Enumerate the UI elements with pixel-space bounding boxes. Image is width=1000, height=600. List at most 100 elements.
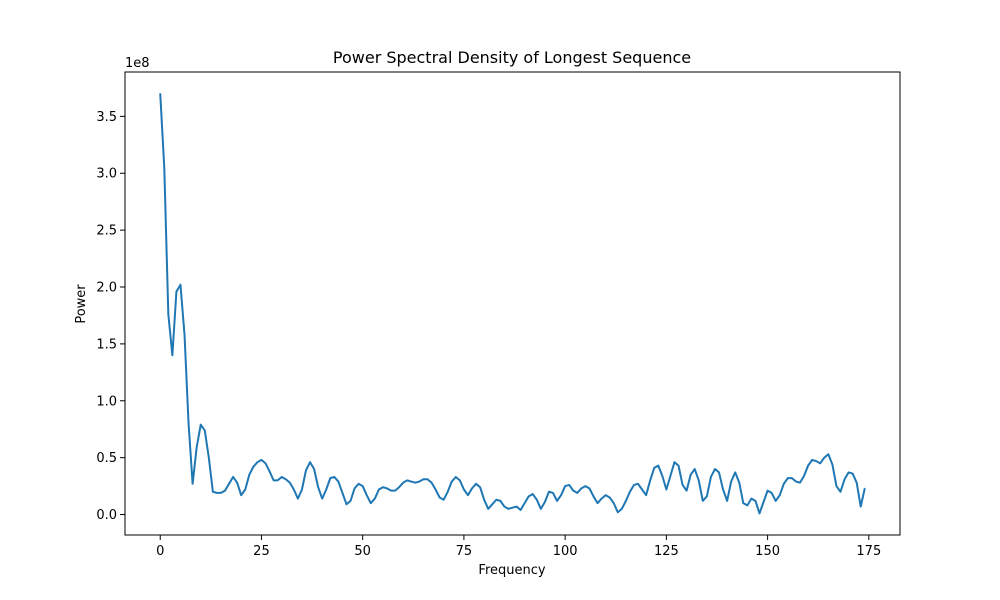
- x-tick-label: 75: [456, 544, 473, 559]
- x-axis-label: Frequency: [478, 563, 545, 578]
- y-tick-label: 0.5: [96, 451, 117, 466]
- data-point: [252, 466, 254, 468]
- data-point: [592, 495, 595, 497]
- data-point: [196, 446, 198, 449]
- data-point: [220, 492, 222, 494]
- data-point: [669, 475, 672, 477]
- data-point: [451, 480, 453, 483]
- data-point: [370, 502, 372, 504]
- data-point: [321, 498, 323, 500]
- plot-area: [125, 72, 900, 535]
- data-point: [795, 480, 797, 483]
- data-point: [771, 492, 773, 494]
- data-point: [815, 460, 817, 462]
- data-point: [378, 488, 380, 491]
- data-point: [625, 500, 627, 502]
- data-point: [641, 488, 643, 491]
- data-point: [520, 509, 522, 511]
- data-point: [499, 500, 501, 502]
- y-tick-label: 1.5: [96, 337, 117, 352]
- data-point: [681, 484, 684, 486]
- data-point: [718, 471, 720, 474]
- y-tick-label: 2.5: [96, 224, 117, 239]
- data-point: [629, 491, 631, 493]
- data-point: [487, 508, 489, 510]
- data-point: [726, 500, 728, 502]
- data-point: [706, 495, 708, 497]
- data-point: [528, 495, 530, 497]
- data-point: [402, 482, 404, 484]
- data-point: [192, 483, 194, 485]
- data-point: [621, 508, 623, 510]
- data-point: [386, 487, 388, 489]
- data-point: [426, 478, 429, 480]
- data-point: [459, 479, 461, 481]
- data-point: [483, 499, 485, 501]
- data-point: [540, 508, 542, 510]
- data-point: [382, 486, 384, 488]
- data-point: [236, 482, 238, 484]
- data-point: [447, 491, 449, 493]
- data-point: [317, 486, 319, 488]
- data-point: [362, 485, 364, 487]
- data-point: [661, 475, 663, 477]
- data-point: [710, 476, 712, 478]
- data-point: [819, 462, 821, 464]
- data-point: [313, 468, 315, 470]
- data-point: [289, 482, 291, 484]
- data-point: [208, 457, 210, 459]
- data-point: [690, 474, 692, 476]
- data-point: [353, 487, 356, 489]
- data-point: [285, 478, 287, 480]
- data-point: [305, 469, 307, 471]
- data-point: [293, 488, 295, 491]
- data-point: [702, 500, 704, 502]
- y-tick-label: 2.0: [96, 281, 117, 296]
- data-point: [588, 487, 591, 489]
- y-tick-label: 1.0: [96, 394, 117, 409]
- data-point: [264, 462, 267, 464]
- data-point: [827, 453, 829, 455]
- data-point: [268, 470, 271, 472]
- data-point: [613, 502, 615, 504]
- x-tick-label: 125: [654, 544, 679, 559]
- data-point: [560, 494, 562, 496]
- data-point: [524, 502, 526, 504]
- data-point: [333, 476, 335, 478]
- data-point: [860, 505, 862, 508]
- data-point: [694, 468, 696, 470]
- data-point: [548, 491, 550, 493]
- data-point: [204, 429, 206, 431]
- data-point: [244, 488, 246, 491]
- data-point: [325, 488, 327, 491]
- data-point: [349, 500, 352, 502]
- data-point: [730, 480, 732, 483]
- y-tick-label: 0.0: [96, 508, 117, 523]
- data-point: [422, 478, 425, 480]
- data-point: [394, 490, 396, 492]
- data-point: [167, 313, 169, 315]
- data-point: [256, 461, 259, 463]
- data-point: [766, 490, 769, 492]
- data-point: [791, 477, 793, 479]
- data-point: [823, 457, 825, 459]
- data-point: [277, 479, 279, 481]
- data-point: [503, 505, 505, 508]
- data-point: [341, 492, 344, 494]
- data-point: [580, 487, 582, 489]
- data-point: [216, 492, 218, 494]
- data-point: [175, 290, 178, 293]
- data-point: [734, 471, 736, 474]
- data-point: [831, 463, 833, 466]
- x-tick-label: 150: [755, 544, 780, 559]
- y-offset-label: 1e8: [125, 56, 150, 71]
- data-point: [374, 498, 376, 500]
- data-point: [260, 459, 263, 461]
- data-point: [224, 490, 226, 492]
- data-point: [779, 494, 781, 496]
- data-point: [584, 485, 586, 487]
- data-point: [345, 503, 348, 505]
- data-point: [163, 166, 165, 169]
- data-point: [171, 354, 173, 356]
- data-point: [843, 478, 846, 480]
